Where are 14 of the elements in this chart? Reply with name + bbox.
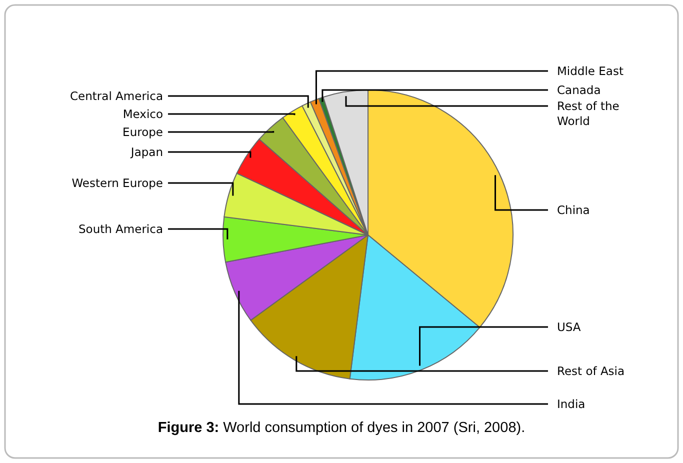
- slice-label: USA: [557, 320, 581, 334]
- slice-label: Middle East: [557, 64, 624, 78]
- slice-label: South America: [78, 222, 163, 236]
- slice-label: Mexico: [122, 107, 163, 121]
- slice-label: China: [557, 203, 590, 217]
- text: Figure 3: World consumption of dyes in 2007 (Sri, 2008).: [158, 420, 526, 436]
- slice-label: Western Europe: [72, 176, 163, 190]
- slice-label: Central America: [70, 89, 163, 103]
- slice-label: India: [557, 397, 586, 411]
- slice-label: Rest of Asia: [557, 364, 625, 378]
- slice-label: Canada: [557, 83, 601, 97]
- slice-label: Rest of the World: [557, 99, 620, 128]
- slice-label: Japan: [130, 145, 163, 159]
- slice-label: Europe: [122, 125, 163, 139]
